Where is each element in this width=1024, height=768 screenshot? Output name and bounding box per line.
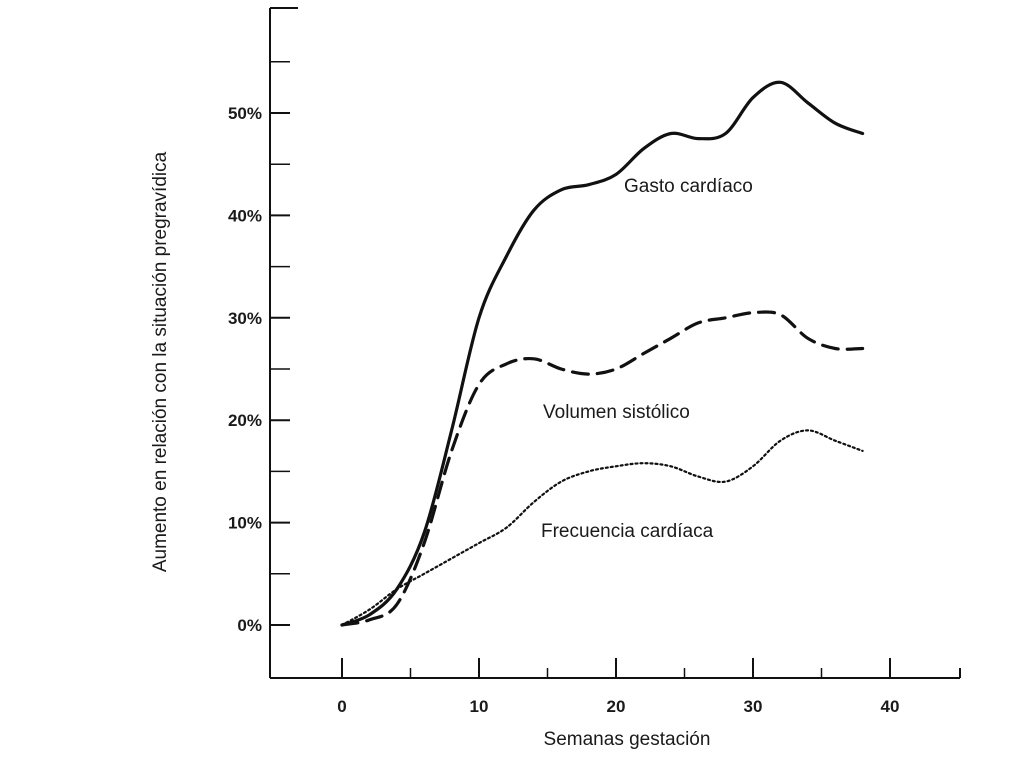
series-line-frecuencia-cardiaca <box>340 429 864 627</box>
axes <box>269 7 961 679</box>
series-label-frecuencia-cardiaca: Frecuencia cardíaca <box>541 521 714 542</box>
x-tick-label: 0 <box>337 697 346 716</box>
x-axis-title: Semanas gestación <box>544 729 711 750</box>
series-line-gasto-cardiaco <box>340 80 865 627</box>
x-tick-label: 10 <box>470 697 489 716</box>
series-line-volumen-sistolico <box>340 310 865 627</box>
y-tick-label: 40% <box>228 206 262 225</box>
axis-ticks: 0% 10% 20% 30% 40% 50% 0 10 20 30 40 <box>228 61 900 716</box>
series-lines <box>340 80 865 627</box>
x-tick-label: 20 <box>607 697 626 716</box>
series-labels: Gasto cardíaco Volumen sistólico Frecuenci… <box>541 176 753 542</box>
y-tick-label: 50% <box>228 104 262 123</box>
x-tick-label: 30 <box>744 697 763 716</box>
y-tick-label: 30% <box>228 309 262 328</box>
y-tick-label: 20% <box>228 411 262 430</box>
x-tick-label: 40 <box>881 697 900 716</box>
series-label-gasto-cardiaco: Gasto cardíaco <box>624 176 753 197</box>
y-axis-title: Aumento en relación con la situación pre… <box>150 151 171 572</box>
y-tick-label: 0% <box>237 616 262 635</box>
y-tick-label: 10% <box>228 514 262 533</box>
series-label-volumen-sistolico: Volumen sistólico <box>543 402 690 423</box>
